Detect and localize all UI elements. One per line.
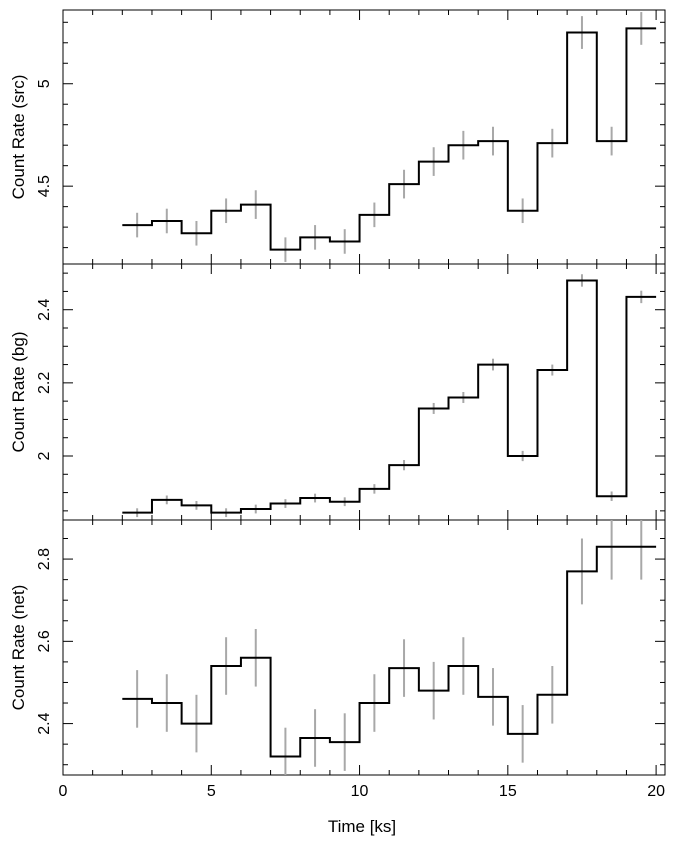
rate-step-line (122, 27, 657, 251)
x-tick-labels: 0 5 10 15 20 (59, 783, 666, 800)
y-axis-label: Count Rate (src) (9, 75, 28, 200)
rate-step-line (122, 545, 657, 758)
x-axis-label: Time [ks] (328, 817, 396, 836)
y-tick-label: 5 (36, 79, 53, 88)
x-tick-label: 15 (499, 783, 517, 800)
y-axis-label: Count Rate (net) (9, 585, 28, 711)
y-tick-label: 2.8 (36, 548, 53, 570)
panel-frame (62, 263, 666, 521)
y-tick-label: 2.2 (36, 372, 53, 394)
y-tick-label: 2.4 (36, 298, 53, 320)
y-tick-label: 2.4 (36, 712, 53, 734)
rate-step-line (122, 279, 657, 514)
x-tick-label: 0 (59, 783, 68, 800)
x-tick-label: 20 (647, 783, 665, 800)
panel-1: 4.5 5 Count Rate (src) (9, 9, 666, 265)
y-tick-label: 2 (36, 451, 53, 460)
panels-group: 4.5 5 Count Rate (src) 2 2.2 2.4 Count Rate (b… (9, 9, 666, 776)
y-tick-label: 4.5 (36, 175, 53, 197)
panel-frame (62, 9, 666, 265)
y-axis-label: Count Rate (bg) (9, 332, 28, 453)
x-tick-label: 5 (207, 783, 216, 800)
x-tick-label: 10 (351, 783, 369, 800)
y-tick-label: 2.6 (36, 630, 53, 652)
panel-frame (62, 519, 666, 776)
panel-3: 2.4 2.6 2.8 Count Rate (net) (9, 519, 666, 776)
panel-2: 2 2.2 2.4 Count Rate (bg) (9, 263, 666, 521)
